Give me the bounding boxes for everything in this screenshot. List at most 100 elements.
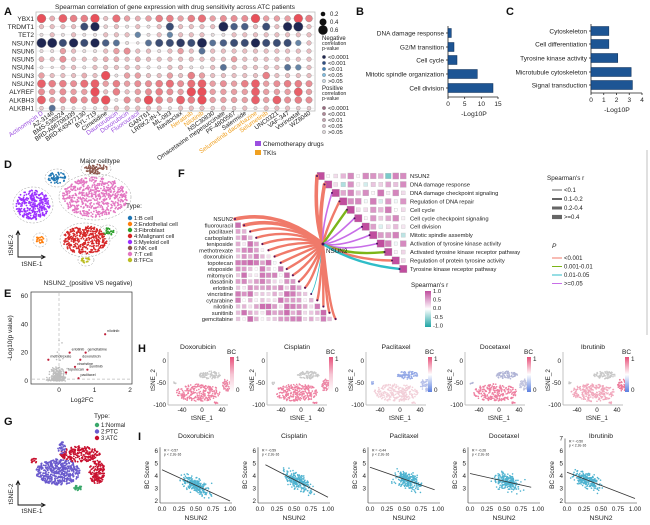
dot-tet2-12 [166,31,174,38]
dot-alkbh1-3 [71,106,76,111]
cell-point [94,468,96,471]
cell-point [23,200,26,203]
cell-point [89,167,91,170]
dot-nsun7-16 [209,39,217,47]
cell-point [80,485,83,488]
cell-point [51,172,54,174]
cell-point [81,184,84,186]
cell-point [425,389,428,392]
cell-point [207,398,210,401]
cell-point [71,474,74,477]
cell-point [25,204,28,207]
cell-point [79,487,82,490]
cell-point [277,387,280,390]
cell-point [404,376,406,378]
dot-nsun6-10 [145,48,151,54]
cell-point [88,192,91,195]
link-endpoint [368,234,371,237]
cell-point [91,249,94,251]
cell-point [191,386,194,389]
cell-point [114,194,116,197]
cell-point [95,239,98,242]
panel-label-f: F [178,168,185,180]
dot-alkbh1-7 [113,105,119,111]
cell-point [26,199,29,202]
cell-point [70,249,73,252]
cell-point [20,199,23,202]
dot-tet2-4 [82,32,87,37]
gene-point [46,376,48,379]
cell-point [407,371,410,374]
cell-point [125,191,128,193]
cell-point [85,210,87,213]
cell-point [74,239,77,242]
correlation-cell [356,182,361,187]
cell-point [79,235,81,238]
cell-point [94,472,97,475]
cell-point [67,465,70,468]
dot-ybx1-4 [80,14,89,23]
negative-p-legend-dot [322,67,326,71]
negative-p-legend-title: p-value [322,46,339,52]
cell-point [112,209,115,212]
cell-point [80,230,82,233]
cell-point [81,191,83,194]
cell-point [416,373,419,375]
category-label: Mitotic spindle organization [366,71,445,78]
cell-point [284,394,287,397]
dot-nsun6-22 [274,48,280,54]
cell-point [83,194,86,197]
cell-point [203,386,206,389]
cell-point [94,169,97,172]
cell-point [28,217,31,220]
positive-p-legend-dot [322,112,326,116]
cell-point [41,474,44,477]
correlation-cell [273,267,277,271]
cell-point [90,240,92,243]
cell-point [76,239,79,242]
dot-alkbh3-23 [284,96,291,104]
cell-point [407,387,410,390]
dot-alkbh1-4 [82,106,87,111]
cell-point [124,196,127,199]
dot-tet2-20 [252,32,258,38]
cell-point [62,468,65,471]
cell-point [96,168,99,171]
category-label: Cell cycle [416,57,444,64]
cell-point [385,384,388,386]
cell-point [405,393,408,396]
cell-point [63,461,66,464]
dot-ybx1-21 [263,15,270,22]
x-axis-label: -Log10P [604,107,630,114]
dot-nsun2-22 [273,80,281,88]
cell-point [400,398,402,400]
cell-point [23,207,26,210]
cell-point [400,371,403,373]
cell-point [85,234,88,236]
cell-point [512,388,514,390]
link-endpoint [298,280,300,283]
dot-tet2-23 [285,32,291,38]
cell-point [421,385,423,388]
link-endpoint [273,255,276,258]
cell-point [215,387,218,389]
cell-point [295,396,297,399]
cell-point [98,241,100,244]
cell-point [68,192,71,194]
dot-nsun4-9 [135,64,141,70]
cell-point [60,172,62,174]
positive-p-legend-title: Positive [322,86,344,92]
cell-point [70,238,73,240]
cell-point [58,446,61,449]
dot-alyref-1 [49,88,56,95]
gene-point [54,377,56,380]
cell-point [30,201,33,204]
correlation-cell [247,259,254,266]
cell-point [50,477,53,479]
cell-point [84,203,87,206]
cell-point [73,449,75,452]
correlation-cell [235,297,241,303]
cell-point [299,391,302,394]
cell-point [51,466,54,469]
